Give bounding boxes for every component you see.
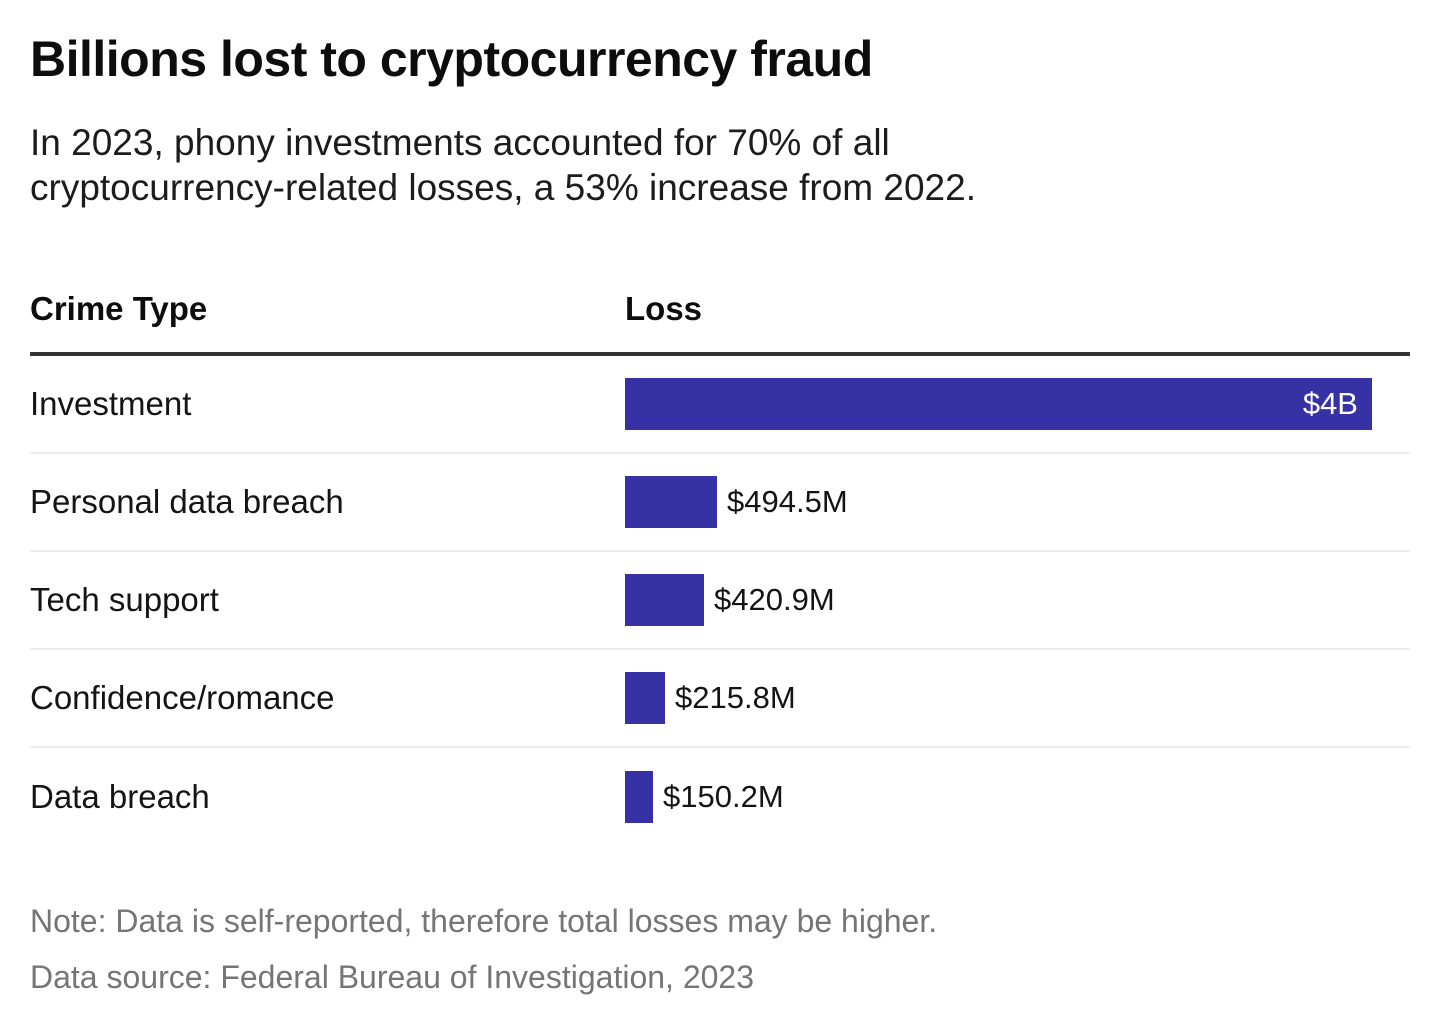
chart-subtitle-line-2: cryptocurrency-related losses, a 53% inc… [30, 167, 976, 208]
table-row: Data breach $150.2M [30, 748, 1410, 846]
table-row: Personal data breach $494.5M [30, 454, 1410, 552]
table-row: Confidence/romance $215.8M [30, 650, 1410, 748]
chart-rows: Investment $4B Personal data breach $494.5M… [30, 356, 1410, 846]
bar-area: $420.9M [625, 574, 1410, 626]
bar-area: $4B [625, 378, 1410, 430]
table-row: Tech support $420.9M [30, 552, 1410, 650]
loss-bar: $4B [625, 378, 1372, 430]
bar-area: $150.2M [625, 771, 1410, 823]
column-header-loss: Loss [625, 290, 703, 327]
chart-footer: Note: Data is self-reported, therefore t… [30, 900, 1410, 998]
loss-bar [625, 771, 653, 823]
crime-type-label: Confidence/romance [30, 679, 335, 716]
bar-area: $215.8M [625, 672, 1410, 724]
footer-note: Note: Data is self-reported, therefore t… [30, 903, 938, 939]
crime-type-label: Personal data breach [30, 483, 344, 520]
bar-area: $494.5M [625, 476, 1410, 528]
chart-subtitle: In 2023, phony investments accounted for… [30, 120, 1410, 210]
crime-type-label: Investment [30, 385, 192, 422]
column-header-crime-type: Crime Type [30, 290, 208, 327]
footer-source: Data source: Federal Bureau of Investiga… [30, 959, 754, 995]
loss-bar [625, 574, 704, 626]
crime-type-label: Tech support [30, 581, 219, 618]
bar-value-label: $494.5M [727, 484, 848, 519]
crime-type-label: Data breach [30, 778, 210, 815]
bar-value-label: $150.2M [663, 779, 784, 814]
table-row: Investment $4B [30, 356, 1410, 454]
column-headers: Crime Type Loss [30, 290, 1410, 328]
bar-value-label: $215.8M [675, 680, 796, 715]
chart-title: Billions lost to cryptocurrency fraud [30, 31, 873, 87]
bar-value-label: $4B [1302, 386, 1358, 421]
chart-subtitle-line-1: In 2023, phony investments accounted for… [30, 122, 890, 163]
header-rule [30, 352, 1410, 356]
loss-bar [625, 672, 665, 724]
bar-value-label: $420.9M [714, 582, 835, 617]
loss-bar [625, 476, 717, 528]
